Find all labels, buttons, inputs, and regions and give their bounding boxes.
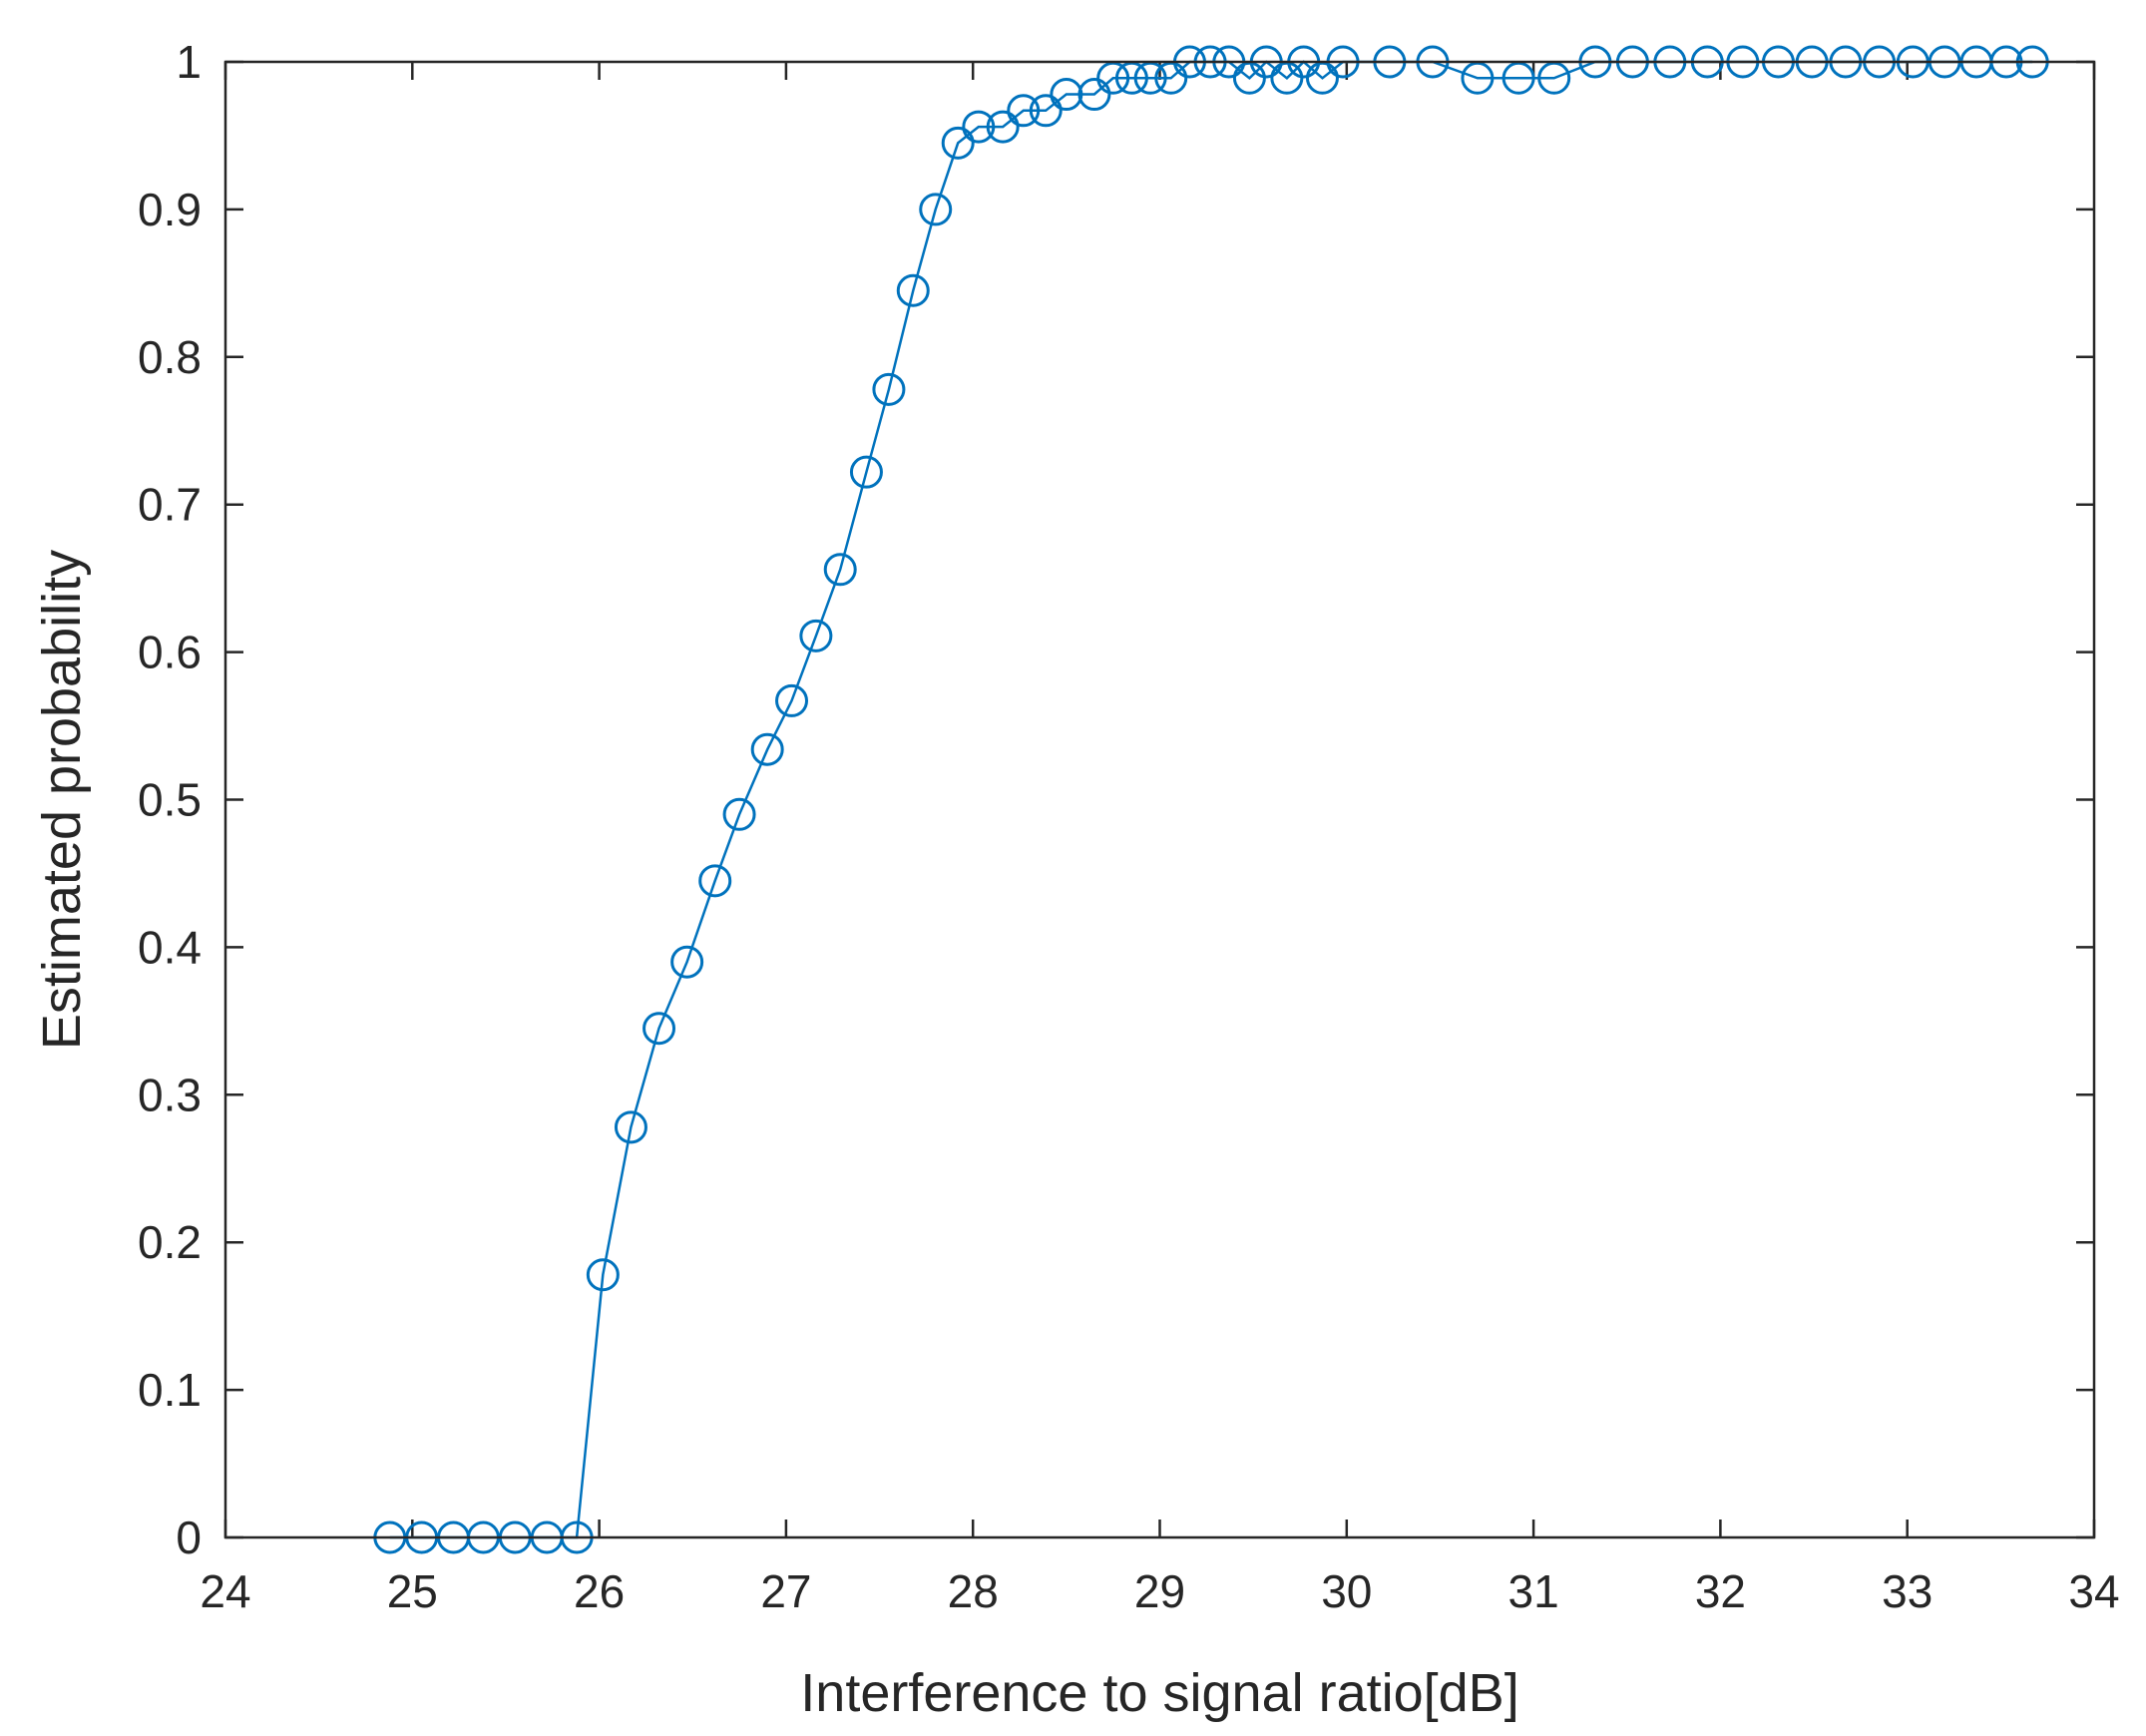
x-tick-label: 24 — [200, 1565, 250, 1617]
data-point-marker — [1461, 61, 1495, 95]
y-tick-label: 1 — [176, 36, 202, 88]
data-point-marker — [775, 683, 809, 717]
data-point-marker — [1305, 61, 1339, 95]
axes-box — [223, 60, 2096, 1539]
data-point-marker — [986, 110, 1020, 144]
data-point-marker — [1154, 61, 1188, 95]
data-point-marker — [1114, 61, 1148, 95]
data-point-marker — [1096, 61, 1130, 95]
data-point-marker — [799, 619, 833, 652]
data-point-marker — [643, 1012, 676, 1046]
data-point-marker — [1502, 61, 1535, 95]
x-tick-label: 34 — [2068, 1565, 2119, 1617]
data-point-marker — [919, 193, 953, 226]
data-point-marker — [698, 864, 732, 898]
x-tick-label: 28 — [948, 1565, 999, 1617]
data-point-marker — [1050, 78, 1083, 112]
y-tick-label: 0.1 — [138, 1364, 202, 1416]
data-point-marker — [1077, 78, 1111, 112]
data-point-marker — [962, 110, 996, 144]
data-point-marker — [586, 1258, 620, 1292]
data-point-marker — [1007, 94, 1041, 128]
data-point-marker — [614, 1110, 647, 1144]
y-tick-label: 0.4 — [138, 921, 202, 973]
y-tick-label: 0.5 — [138, 774, 202, 826]
plot-area — [225, 62, 2094, 1537]
x-axis-label: Interference to signal ratio[dB] — [800, 1663, 1518, 1723]
y-tick-label: 0.3 — [138, 1069, 202, 1120]
data-point-marker — [1133, 61, 1167, 95]
data-point-marker — [941, 126, 975, 160]
data-point-marker — [872, 372, 906, 406]
data-point-marker — [670, 945, 704, 979]
y-tick-label: 0.8 — [138, 331, 202, 383]
y-axis-label: Estimated probability — [32, 550, 92, 1050]
data-point-marker — [849, 455, 883, 489]
y-tick-label: 0.2 — [138, 1216, 202, 1268]
y-tick-label: 0.9 — [138, 184, 202, 235]
data-point-marker — [1029, 94, 1063, 128]
x-tick-label: 29 — [1134, 1565, 1185, 1617]
y-tick-label: 0 — [176, 1512, 202, 1563]
data-point-marker — [896, 273, 930, 307]
x-tick-label: 26 — [574, 1565, 625, 1617]
y-tick-label: 0.6 — [138, 627, 202, 678]
y-tick-label: 0.7 — [138, 479, 202, 531]
x-tick-label: 27 — [760, 1565, 811, 1617]
x-tick-label: 25 — [387, 1565, 438, 1617]
x-tick-label: 31 — [1508, 1565, 1559, 1617]
x-tick-label: 30 — [1321, 1565, 1372, 1617]
x-tick-label: 33 — [1882, 1565, 1932, 1617]
data-point-marker — [1537, 61, 1571, 95]
data-point-marker — [722, 797, 756, 831]
data-point-marker — [750, 732, 784, 766]
data-point-marker — [823, 553, 857, 587]
x-tick-label: 32 — [1695, 1565, 1746, 1617]
tick-labels: 24 25 26 27 28 29 30 31 32 33 34 0 0.1 0.2 0.3 0.4 0.5 0.… — [138, 36, 2120, 1617]
